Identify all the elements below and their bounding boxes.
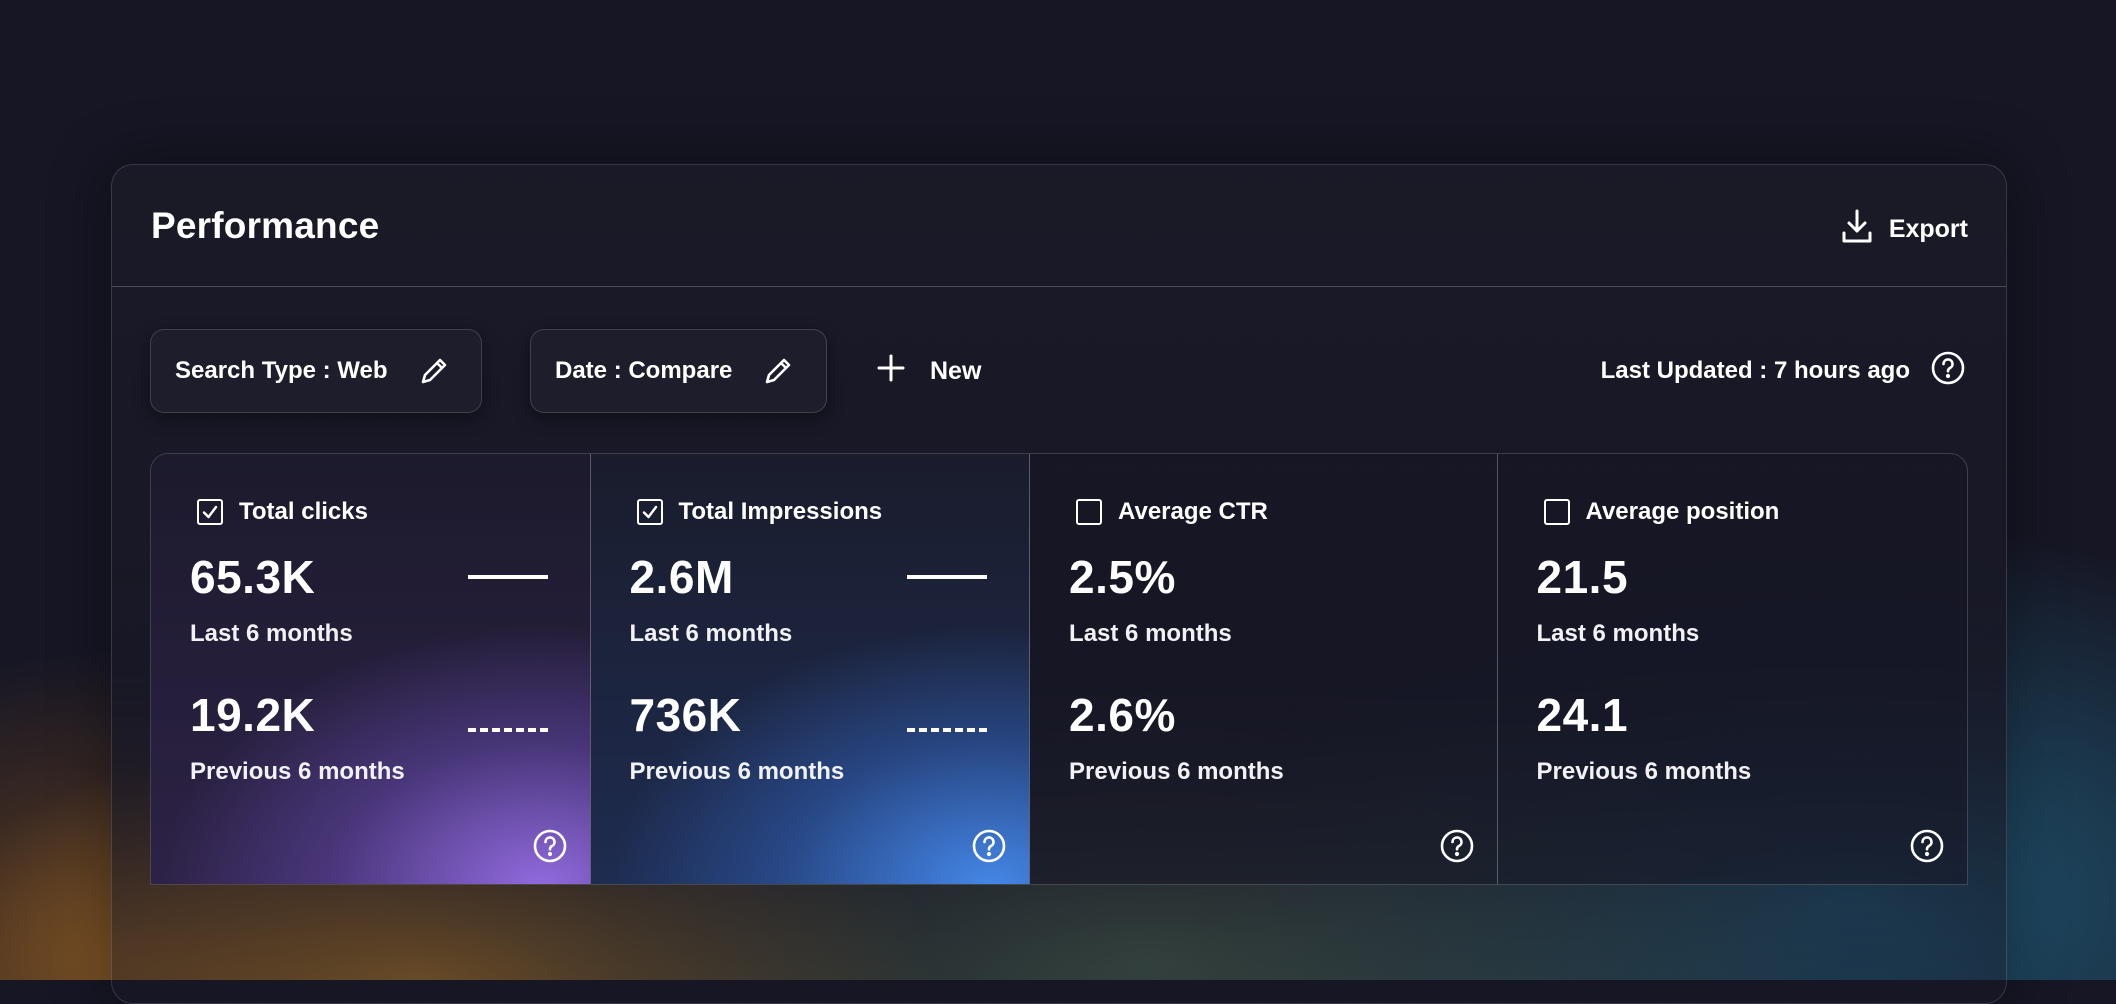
metric-previous-period: Previous 6 months xyxy=(190,758,405,785)
metric-label: Average position xyxy=(1585,498,1780,525)
metric-previous-value: 24.1 xyxy=(1536,689,1629,741)
metric-previous-value: 2.6% xyxy=(1069,689,1176,741)
checkbox-empty-icon[interactable] xyxy=(1543,499,1570,525)
filter-chip-label: Date : Compare xyxy=(555,357,733,384)
new-label: New xyxy=(930,356,982,385)
metric-cards: Total clicks 65.3K Last 6 months 19.2K P… xyxy=(150,453,1968,885)
solid-line-legend xyxy=(907,575,988,579)
metric-current-period: Last 6 months xyxy=(1069,620,1232,647)
metric-card-header: Total Impressions xyxy=(636,496,883,528)
pencil-icon[interactable] xyxy=(418,355,450,387)
dashed-line-legend xyxy=(907,728,988,732)
checkbox-empty-icon[interactable] xyxy=(1076,499,1103,525)
metric-current-value: 2.6M xyxy=(629,551,734,603)
checkbox-checked-icon[interactable] xyxy=(636,499,663,525)
date-filter-chip[interactable]: Date : Compare xyxy=(530,329,827,413)
filter-toolbar: Search Type : Web Date : Compare New xyxy=(112,329,2006,413)
export-label: Export xyxy=(1888,214,1968,243)
last-updated-text: Last Updated : 7 hours ago xyxy=(1600,357,1910,384)
question-circle-icon[interactable] xyxy=(971,828,1007,864)
metric-label: Average CTR xyxy=(1118,498,1268,525)
question-circle-icon[interactable] xyxy=(1909,828,1945,864)
download-icon xyxy=(1841,208,1873,251)
metric-previous-period: Previous 6 months xyxy=(1536,758,1752,785)
metric-card-header: Total clicks xyxy=(197,496,368,528)
metric-current-period: Last 6 months xyxy=(1536,620,1700,647)
metric-card-total-clicks[interactable]: Total clicks 65.3K Last 6 months 19.2K P… xyxy=(151,454,591,884)
metric-current-period: Last 6 months xyxy=(629,620,793,647)
search-type-filter-chip[interactable]: Search Type : Web xyxy=(150,329,482,413)
metric-card-header: Average position xyxy=(1543,496,1780,528)
dashed-line-legend xyxy=(467,728,548,732)
metric-previous-period: Previous 6 months xyxy=(629,758,845,785)
metric-card-average-position[interactable]: Average position 21.5 Last 6 months 24.1… xyxy=(1498,454,1967,884)
last-updated: Last Updated : 7 hours ago xyxy=(1601,329,1966,413)
metric-card-average-ctr[interactable]: Average CTR 2.5% Last 6 months 2.6% Prev… xyxy=(1030,454,1498,884)
metric-previous-period: Previous 6 months xyxy=(1069,758,1284,785)
metric-current-period: Last 6 months xyxy=(190,620,353,647)
metric-card-header: Average CTR xyxy=(1076,496,1268,528)
page-title: Performance xyxy=(151,205,380,246)
metric-label: Total clicks xyxy=(239,498,368,525)
checkbox-checked-icon[interactable] xyxy=(197,499,223,525)
metric-current-value: 65.3K xyxy=(190,551,316,603)
question-circle-icon[interactable] xyxy=(1930,350,1966,393)
filter-chip-label: Search Type : Web xyxy=(175,357,388,384)
metric-previous-value: 19.2K xyxy=(190,689,316,741)
metric-current-value: 2.5% xyxy=(1069,551,1176,603)
metric-label: Total Impressions xyxy=(678,498,883,525)
performance-panel: Performance Export Search Type : Web Dat… xyxy=(111,164,2007,1004)
metric-card-total-impressions[interactable]: Total Impressions 2.6M Last 6 months 736… xyxy=(590,454,1031,884)
solid-line-legend xyxy=(467,575,548,579)
panel-header: Performance Export xyxy=(112,165,2006,287)
question-circle-icon[interactable] xyxy=(532,828,568,864)
new-filter-button[interactable]: New xyxy=(876,329,981,413)
pencil-icon[interactable] xyxy=(762,355,794,387)
metric-previous-value: 736K xyxy=(629,689,742,741)
plus-icon xyxy=(876,353,906,390)
metric-current-value: 21.5 xyxy=(1536,551,1629,603)
export-button[interactable]: Export xyxy=(1841,209,1968,249)
question-circle-icon[interactable] xyxy=(1439,828,1475,864)
